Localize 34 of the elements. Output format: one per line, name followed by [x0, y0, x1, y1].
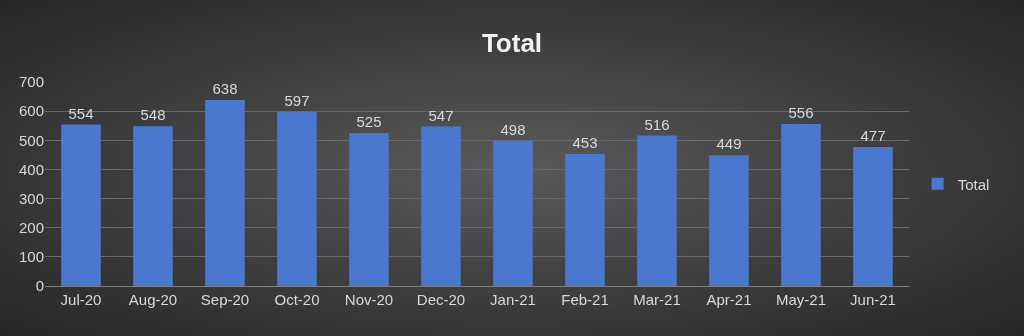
data-label: 516 [644, 115, 670, 133]
data-label: 453 [572, 133, 598, 151]
data-label: 638 [212, 80, 238, 98]
y-tick-label: 700 [18, 73, 44, 91]
x-tick-label: Apr-21 [706, 291, 752, 308]
y-tick-label: 500 [18, 131, 44, 149]
x-tick-label: Oct-20 [274, 291, 320, 308]
x-tick-label: Sep-20 [200, 291, 250, 308]
x-tick-label: Mar-21 [633, 291, 681, 308]
x-tick-label: Aug-20 [128, 291, 178, 308]
x-tick-label: Jun-21 [850, 291, 896, 308]
data-label: 498 [500, 120, 526, 138]
x-tick-label: Dec-20 [416, 291, 466, 308]
y-tick-label: 100 [18, 248, 44, 266]
legend-label: Total [957, 175, 990, 193]
y-tick-label: 600 [18, 102, 44, 120]
data-label: 525 [356, 113, 382, 130]
y-tick-label: 200 [18, 218, 44, 236]
y-tick-label: 400 [18, 160, 44, 178]
x-tick-label: May-21 [775, 291, 827, 308]
data-label: 597 [284, 92, 310, 110]
data-label: 477 [860, 126, 886, 144]
data-label: 556 [788, 103, 814, 121]
x-tick-label: Feb-21 [561, 291, 609, 308]
y-tick-label: 300 [18, 189, 44, 207]
data-label: 449 [716, 135, 742, 153]
data-label: 554 [68, 104, 94, 122]
x-tick-label: Jan-21 [490, 291, 536, 308]
chart-title: Total [481, 27, 543, 58]
y-tick-label: 0 [35, 277, 44, 295]
data-label: 547 [428, 106, 454, 124]
x-tick-label: Nov-20 [344, 291, 394, 308]
x-tick-label: Jul-20 [60, 291, 102, 308]
data-label: 548 [140, 106, 166, 124]
